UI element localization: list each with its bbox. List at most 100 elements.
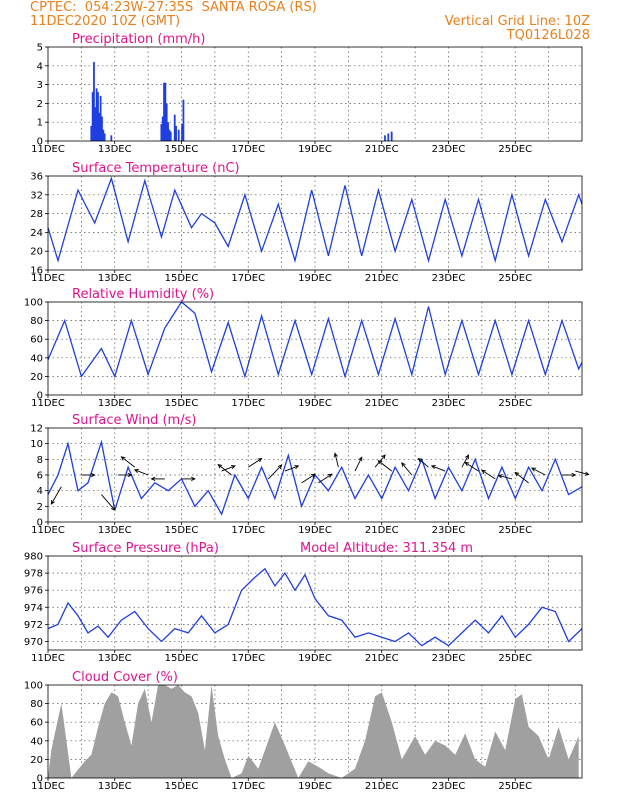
wind-vector-13: [301, 473, 316, 484]
precipitation-xtick-3: 17DEC: [231, 144, 265, 155]
wind-vector-0: [50, 486, 62, 505]
humidity-xtick-4: 19DEC: [298, 398, 332, 409]
humidity-ytick-5: 100: [24, 298, 43, 309]
pressure-xtick-0: 11DEC: [31, 653, 65, 664]
wind-vector-head-14: [327, 473, 333, 478]
precipitation-xtick-1: 13DEC: [98, 144, 132, 155]
temperature-xtick-2: 15DEC: [165, 273, 199, 284]
location-title: CPTEC: 054:23W-27:35S SANTA ROSA (RS): [30, 0, 317, 15]
cloud-cover-xtick-7: 25DEC: [498, 781, 532, 792]
wind-ytick-1: 2: [37, 502, 43, 513]
wind-vector-11: [267, 464, 283, 480]
wind-vector-head-3: [127, 472, 133, 478]
cloud-cover-ytick-2: 40: [30, 736, 43, 747]
humidity-ytick-3: 60: [30, 335, 43, 346]
precipitation-ytick-1: 1: [37, 118, 43, 129]
wind-vector-shaft-8: [221, 465, 236, 472]
wind-ytick-0: 0: [37, 518, 43, 529]
pressure-ytick-2: 974: [24, 603, 43, 614]
temperature-xtick-4: 19DEC: [298, 273, 332, 284]
precipitation-ytick-5: 5: [37, 43, 43, 54]
precipitation-bar-12: [160, 124, 163, 141]
temperature-panel: 16 20 24 28 32 36 11DEC 13DEC 15DEC 17DEC 19DEC 21D…: [30, 161, 583, 284]
wind-vector-shaft-27: [531, 467, 546, 476]
cloud-cover-ytick-5: 100: [24, 681, 43, 692]
precipitation-ytick-0: 0: [37, 137, 43, 148]
pressure-ytick-5: 980: [24, 552, 43, 563]
wind-xtick-5: 21DEC: [365, 525, 399, 536]
wind-line: [47, 439, 583, 516]
wind-vector-head-8: [230, 465, 236, 470]
precipitation-bar-21: [175, 125, 177, 141]
wind-vector-head-13: [310, 473, 316, 478]
humidity-panel: 0 20 40 60 80 100 11DEC 13DEC 15DEC 17DEC 19DEC 21D…: [24, 287, 583, 409]
precipitation-bar-8: [101, 116, 103, 141]
precipitation-bar-9: [102, 129, 105, 141]
wind-vector-head-21: [430, 465, 436, 470]
wind-vector-shaft-2: [101, 494, 116, 511]
cloud-cover-area: [48, 685, 579, 778]
precipitation-bar-18: [168, 129, 171, 141]
precipitation-bar-19: [169, 131, 172, 141]
wind-vector-23: [464, 461, 479, 472]
humidity-xtick-7: 25DEC: [498, 398, 532, 409]
precipitation-bar-6: [98, 112, 101, 141]
wind-vector-shaft-11: [267, 464, 282, 480]
wind-vector-head-11: [277, 464, 283, 470]
wind-vector-6: [150, 476, 165, 482]
humidity-xtick-0: 11DEC: [31, 398, 65, 409]
cloud-cover-panel: 0 20 40 60 80 100 11DEC 13DEC 15DEC 17DEC 19DEC 21D…: [24, 670, 583, 792]
humidity-ytick-2: 40: [30, 353, 43, 364]
wind-vector-21: [430, 465, 446, 472]
wind-vector-shaft-18: [378, 460, 393, 472]
wind-vector-head-28: [571, 472, 577, 478]
pressure-panel: 970 972 974 976 978 980 11DEC 13DEC 15DEC 17DEC 19…: [24, 541, 583, 664]
wind-vector-head-2: [110, 506, 116, 511]
wind-vector-8: [221, 465, 236, 472]
precipitation-bar-2: [93, 62, 95, 141]
precipitation-ytick-4: 4: [37, 61, 43, 72]
precipitation-bar-13: [161, 116, 164, 141]
wind-ytick-6: 12: [30, 424, 43, 435]
humidity-title: Relative Humidity (%): [72, 287, 214, 302]
wind-vector-shaft-20: [418, 458, 429, 468]
wind-vector-shaft-14: [318, 473, 332, 484]
wind-ytick-3: 6: [37, 471, 43, 482]
wind-vector-head-16: [358, 456, 363, 462]
grid-line-info: Vertical Grid Line: 10Z: [444, 14, 590, 29]
cloud-cover-ytick-4: 80: [30, 699, 43, 710]
precipitation-panel: 0 1 2 3 4 5 11DEC 13DEC 15DEC 17DEC 19DEC 21DEC 23DE…: [31, 32, 583, 155]
wind-vector-26: [514, 471, 529, 484]
wind-vector-shaft-12: [284, 465, 299, 472]
precipitation-xtick-2: 15DEC: [165, 144, 199, 155]
wind-vector-25: [497, 474, 513, 480]
wind-vector-2: [101, 494, 116, 511]
pressure-xtick-1: 13DEC: [98, 653, 132, 664]
wind-vector-head-15: [333, 452, 338, 458]
cloud-cover-xtick-5: 21DEC: [365, 781, 399, 792]
wind-vector-4: [120, 456, 136, 468]
temperature-ytick-2: 24: [30, 228, 43, 239]
run-date: 11DEC2020 10Z (GMT): [30, 14, 181, 29]
temperature-title: Surface Temperature (nC): [72, 161, 240, 176]
wind-vector-shaft-0: [50, 486, 62, 505]
precipitation-xtick-4: 19DEC: [298, 144, 332, 155]
cloud-cover-xtick-4: 19DEC: [298, 781, 332, 792]
wind-vector-shaft-19: [401, 462, 413, 476]
pressure-title: Surface Pressure (hPa): [72, 541, 219, 556]
precipitation-ytick-2: 2: [37, 99, 43, 110]
precipitation-bar-25: [384, 135, 386, 141]
precipitation-bar-15: [164, 82, 167, 141]
wind-vector-head-0: [50, 499, 55, 505]
pressure-ytick-4: 978: [24, 569, 43, 580]
pressure-annotation: Model Altitude: 311.354 m: [300, 541, 473, 556]
precipitation-ytick-3: 3: [37, 80, 43, 91]
humidity-xtick-2: 15DEC: [165, 398, 199, 409]
wind-vector-9: [217, 464, 232, 476]
precipitation-bar-27: [390, 131, 393, 141]
wind-vector-shaft-10: [248, 458, 262, 468]
humidity-ytick-4: 80: [30, 316, 43, 327]
temperature-line: [47, 176, 583, 264]
wind-vector-22: [461, 454, 470, 468]
precipitation-bar-23: [181, 124, 183, 141]
